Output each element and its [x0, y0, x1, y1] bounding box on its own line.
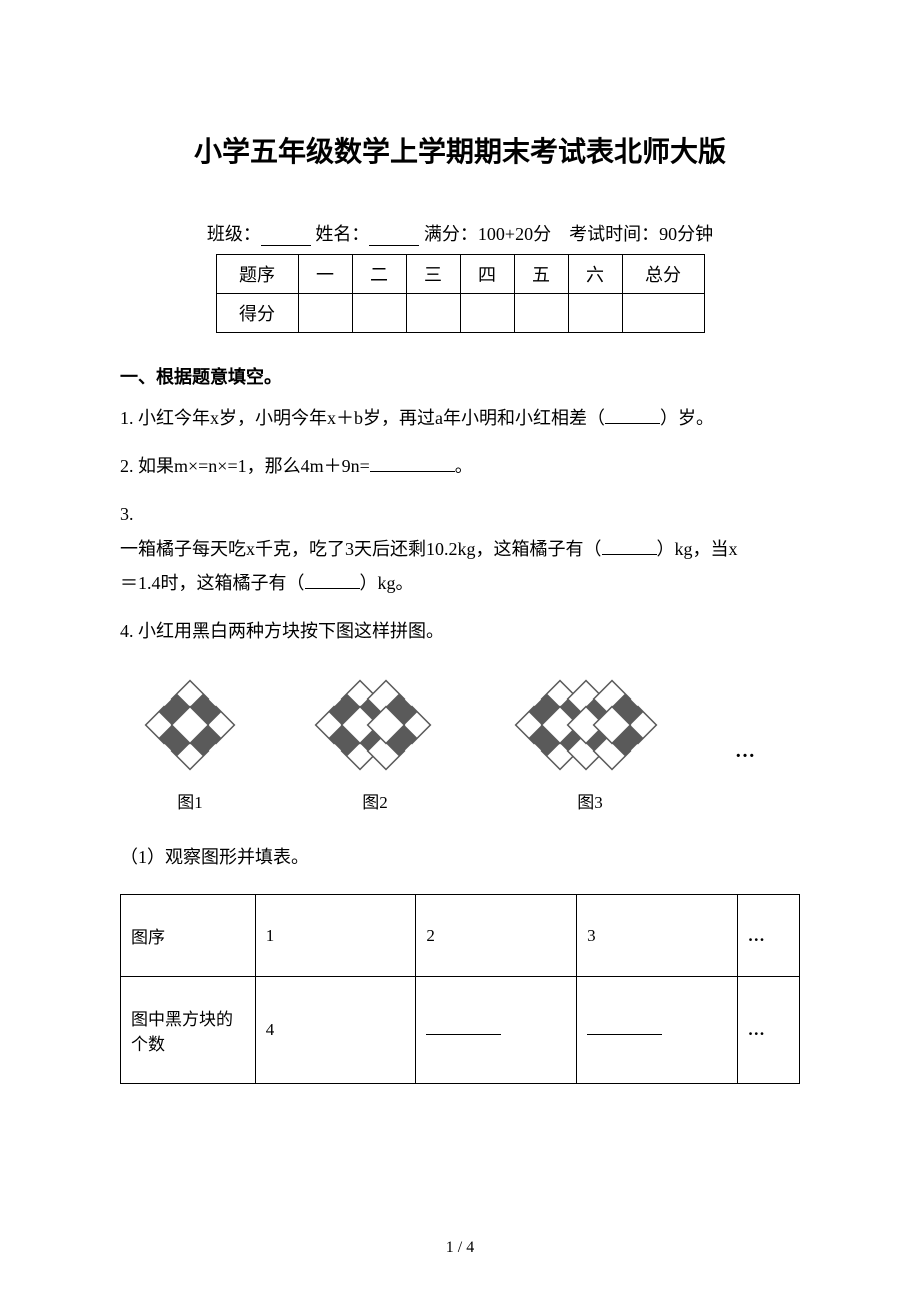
page-number: 1 / 4	[0, 1239, 920, 1257]
table-row: 题序 一 二 三 四 五 六 总分	[216, 255, 704, 294]
figures-row: 图1	[135, 678, 800, 813]
cell-empty	[460, 294, 514, 333]
blank-field	[602, 539, 657, 555]
page-container: 小学五年级数学上学期期末考试表北师大版 班级： 姓名： 满分：100+20分 考…	[0, 0, 920, 1124]
cell-empty	[622, 294, 704, 333]
cell-col-1: 一	[298, 255, 352, 294]
figure-1-label: 图1	[135, 788, 245, 813]
diamond-pattern-icon	[135, 678, 245, 773]
class-label: 班级：	[207, 224, 261, 244]
cell-score-label: 得分	[216, 294, 298, 333]
question-1: 1. 小红今年x岁，小明今年x＋b岁，再过a年小明和小红相差（ ）岁。	[120, 401, 800, 435]
figure-3: 图3	[505, 678, 675, 813]
pattern-data-table: 图序 1 2 3 … 图中黑方块的个数 4 …	[120, 894, 800, 1084]
cell-val: 4	[255, 977, 416, 1084]
score-table: 题序 一 二 三 四 五 六 总分 得分	[216, 254, 705, 333]
figure-1: 图1	[135, 678, 245, 813]
table-row: 图中黑方块的个数 4 …	[121, 977, 800, 1084]
cell-ellipsis: …	[737, 977, 799, 1084]
blank-field	[605, 408, 660, 424]
blank-field	[305, 573, 360, 589]
q3-line2-post: ）kg。	[360, 573, 414, 593]
cell-col-2: 二	[352, 255, 406, 294]
cell-val: 1	[255, 895, 416, 977]
cell-col-4: 四	[460, 255, 514, 294]
question-2: 2. 如果m×=n×=1，那么4m＋9n= 。	[120, 449, 800, 483]
figures-ellipsis: …	[735, 740, 755, 813]
class-blank	[261, 228, 311, 246]
section-1-heading: 一、根据题意填空。	[120, 363, 800, 389]
name-label: 姓名：	[315, 224, 369, 244]
q2-text-post: 。	[455, 456, 473, 476]
figure-3-label: 图3	[505, 788, 675, 813]
q3-line1-pre: 一箱橘子每天吃x千克，吃了3天后还剩10.2kg，这箱橘子有（	[120, 539, 602, 559]
q3-number: 3.	[120, 504, 134, 524]
cell-col-5: 五	[514, 255, 568, 294]
cell-ellipsis: …	[737, 895, 799, 977]
table-row: 得分	[216, 294, 704, 333]
cell-empty	[298, 294, 352, 333]
q1-text-pre: 1. 小红今年x岁，小明今年x＋b岁，再过a年小明和小红相差（	[120, 408, 605, 428]
q3-line2-pre: ＝1.4时，这箱橘子有（	[120, 573, 305, 593]
cell-empty	[568, 294, 622, 333]
table-row: 图序 1 2 3 …	[121, 895, 800, 977]
name-blank	[369, 228, 419, 246]
time-label: 考试时间：90分钟	[569, 224, 713, 244]
diamond-pattern-icon	[505, 678, 675, 773]
cell-val: 3	[577, 895, 738, 977]
cell-section-label: 题序	[216, 255, 298, 294]
q2-text-pre: 2. 如果m×=n×=1，那么4m＋9n=	[120, 456, 370, 476]
cell-total-label: 总分	[622, 255, 704, 294]
cell-blank	[416, 977, 577, 1084]
cell-val: 2	[416, 895, 577, 977]
question-4: 4. 小红用黑白两种方块按下图这样拼图。	[120, 614, 800, 648]
cell-col-6: 六	[568, 255, 622, 294]
cell-empty	[514, 294, 568, 333]
diamond-pattern-icon	[305, 678, 445, 773]
cell-col-3: 三	[406, 255, 460, 294]
blank-field	[426, 1021, 501, 1035]
figure-2: 图2	[305, 678, 445, 813]
figure-2-label: 图2	[305, 788, 445, 813]
cell-header-sequence: 图序	[121, 895, 256, 977]
q1-text-post: ）岁。	[660, 408, 714, 428]
exam-info-line: 班级： 姓名： 满分：100+20分 考试时间：90分钟	[120, 220, 800, 246]
cell-header-blackcount: 图中黑方块的个数	[121, 977, 256, 1084]
cell-empty	[406, 294, 460, 333]
blank-field	[587, 1021, 662, 1035]
cell-blank	[577, 977, 738, 1084]
q3-line1-post: ）kg，当x	[657, 539, 738, 559]
cell-empty	[352, 294, 406, 333]
subquestion-1: （1）观察图形并填表。	[120, 843, 800, 869]
blank-field	[370, 456, 455, 472]
score-label: 满分：100+20分	[424, 224, 551, 244]
question-3: 3. 一箱橘子每天吃x千克，吃了3天后还剩10.2kg，这箱橘子有（ ）kg，当x…	[120, 497, 800, 600]
document-title: 小学五年级数学上学期期末考试表北师大版	[120, 130, 800, 170]
